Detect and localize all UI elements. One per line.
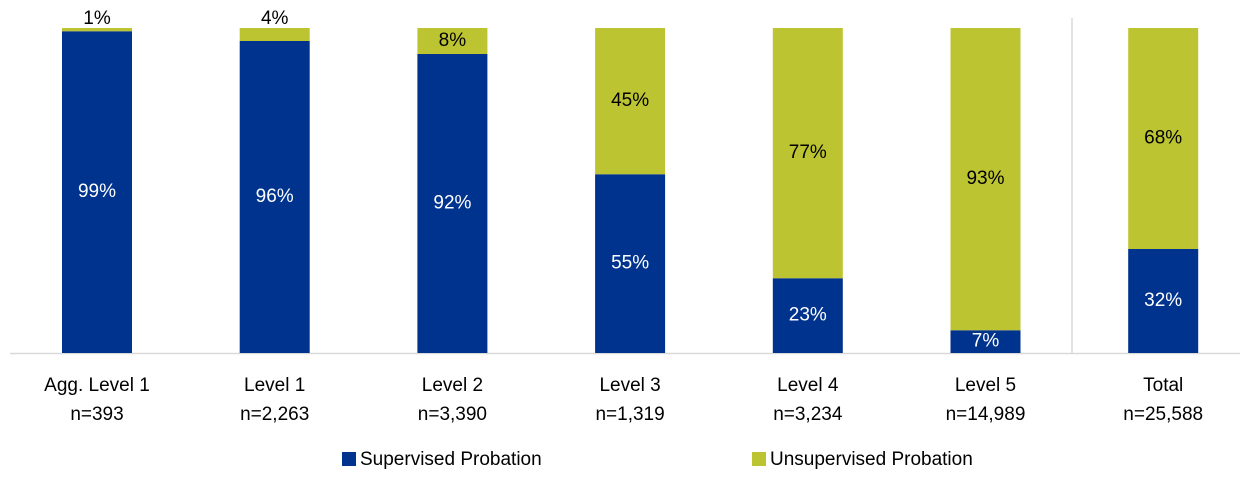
- value-label: 55%: [611, 253, 649, 274]
- bar-segment: [62, 31, 132, 353]
- value-label: 7%: [972, 331, 1000, 352]
- bar-segment: [1128, 249, 1199, 353]
- bar-segment: [417, 28, 488, 54]
- x-tick-label: Level 4: [777, 375, 839, 396]
- bar-segment: [595, 28, 666, 175]
- legend-label: Supervised Probation: [360, 449, 542, 470]
- value-label: 77%: [789, 142, 827, 163]
- x-tick-sublabel: n=3,234: [773, 404, 843, 425]
- bar-segment: [950, 28, 1021, 331]
- x-tick-sublabel: n=3,390: [418, 404, 487, 425]
- legend-swatch: [342, 452, 356, 466]
- x-tick-label: Level 3: [599, 375, 660, 396]
- x-tick-sublabel: n=25,588: [1123, 404, 1203, 425]
- x-tick-label: Level 2: [422, 375, 483, 396]
- value-label: 96%: [256, 186, 294, 207]
- legend-swatch: [752, 452, 766, 466]
- x-tick-sublabel: n=393: [70, 404, 123, 425]
- value-label: 45%: [611, 90, 649, 111]
- bar-segment: [950, 330, 1021, 353]
- x-tick-label: Level 1: [244, 375, 305, 396]
- bar-segment: [595, 174, 666, 353]
- x-tick-label: Level 5: [955, 375, 1016, 396]
- value-label: 4%: [261, 8, 289, 29]
- value-label: 99%: [78, 181, 116, 202]
- value-label: 1%: [83, 8, 111, 29]
- legend-label: Unsupervised Probation: [770, 449, 973, 470]
- bar-segment: [239, 41, 310, 353]
- value-label: 8%: [439, 30, 467, 51]
- bar-segment: [772, 278, 843, 353]
- value-label: 32%: [1144, 290, 1182, 311]
- bar-segment: [1128, 28, 1199, 249]
- x-tick-sublabel: n=2,263: [240, 404, 309, 425]
- bar-segment: [772, 28, 843, 279]
- value-label: 92%: [433, 193, 471, 214]
- x-tick-label: Total: [1143, 375, 1183, 396]
- x-tick-label: Agg. Level 1: [44, 375, 150, 396]
- value-label: 23%: [789, 305, 827, 326]
- bar-segment: [62, 28, 132, 32]
- x-tick-sublabel: n=14,989: [946, 404, 1026, 425]
- value-label: 93%: [966, 168, 1004, 189]
- x-tick-sublabel: n=1,319: [595, 404, 664, 425]
- value-label: 68%: [1144, 128, 1182, 149]
- bar-segment: [417, 54, 488, 353]
- bar-segment: [239, 28, 310, 41]
